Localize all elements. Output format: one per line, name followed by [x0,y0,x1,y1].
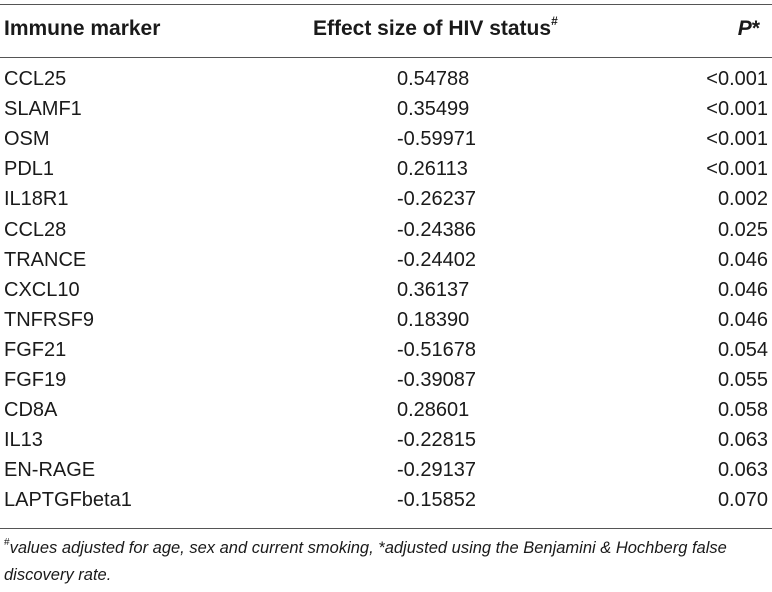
header-effect-size-mark: # [551,14,558,28]
p-value-cell: 0.025 [717,218,768,241]
marker-cell: TRANCE [4,248,87,271]
effect-size-cell: -0.51678 [397,338,476,361]
footnote-mark: # [4,536,10,548]
header-p-label: P [737,17,752,40]
effect-size-cell: 0.26113 [397,158,468,181]
table-row: EN-RAGE -0.29137 0.063 [0,455,772,485]
effect-size-cell: 0.18390 [397,308,470,331]
table-row: FGF19 -0.39087 0.055 [0,365,772,395]
table-row: OSM -0.59971 <0.001 [0,124,772,154]
table-row: LAPTGFbeta1 -0.15852 0.070 [0,485,772,515]
marker-cell: CXCL10 [4,278,80,301]
p-value-cell: 0.058 [717,399,768,422]
header-p-mark: * [751,17,760,40]
bottom-rule [0,528,772,529]
header-effect-size-label: Effect size of HIV status [313,17,552,40]
marker-cell: LAPTGFbeta1 [4,489,132,512]
table-row: IL13 -0.22815 0.063 [0,425,772,455]
effect-size-cell: -0.29137 [397,459,476,482]
effect-size-cell: -0.24386 [397,218,476,241]
p-value-cell: 0.054 [717,338,768,361]
marker-cell: TNFRSF9 [4,308,94,331]
table-row: CXCL10 0.36137 0.046 [0,275,772,305]
header-rule [0,57,772,58]
marker-cell: PDL1 [4,158,55,181]
effect-size-cell: 0.35499 [397,98,470,121]
marker-cell: CCL28 [4,218,67,241]
marker-cell: OSM [4,128,50,151]
effect-size-cell: -0.39087 [397,369,476,391]
marker-cell: IL13 [4,429,43,452]
table-row: CCL25 0.54788 <0.001 [0,64,772,94]
effect-size-cell: 0.54788 [397,68,470,90]
effect-size-cell: -0.15852 [397,489,476,512]
marker-cell: CCL25 [4,68,67,90]
effect-size-cell: -0.59971 [397,128,476,151]
p-value-cell: 0.002 [717,188,768,211]
p-value-cell: 0.070 [717,489,768,512]
table-row: CCL28 -0.24386 0.025 [0,215,772,245]
effect-size-cell: 0.36137 [397,278,470,301]
top-rule [0,4,772,5]
table-row: FGF21 -0.51678 0.054 [0,335,772,365]
marker-cell: SLAMF1 [4,98,82,121]
p-value-cell: 0.055 [717,369,768,391]
table-row: SLAMF1 0.35499 <0.001 [0,94,772,124]
header-effect-size: Effect size of HIV status# [313,14,558,44]
table-row: IL18R1 -0.26237 0.002 [0,184,772,214]
p-value-cell: <0.001 [706,128,768,151]
p-value-cell: 0.063 [717,459,768,482]
p-value-cell: 0.063 [717,429,768,452]
table-row: PDL1 0.26113 <0.001 [0,154,772,184]
marker-cell: FGF21 [4,338,67,361]
effect-size-cell: -0.22815 [397,429,476,452]
p-value-cell: 0.046 [717,308,768,331]
table-row: CD8A 0.28601 0.058 [0,395,772,425]
table-row: TRANCE -0.24402 0.046 [0,245,772,275]
p-value-cell: <0.001 [706,68,768,90]
effect-size-cell: -0.26237 [397,188,476,211]
effect-size-cell: 0.28601 [397,399,470,422]
marker-cell: CD8A [4,399,58,422]
footnote-text: values adjusted for age, sex and current… [4,539,727,584]
header-immune-marker: Immune marker [4,17,161,40]
p-value-cell: 0.046 [717,248,768,271]
table-row: TNFRSF9 0.18390 0.046 [0,305,772,335]
header-p-value: P* [738,14,760,44]
effect-size-cell: -0.24402 [397,248,476,271]
marker-cell: EN-RAGE [4,459,96,482]
p-value-cell: <0.001 [706,98,768,121]
p-value-cell: <0.001 [706,158,768,181]
marker-cell: IL18R1 [4,188,69,211]
table-footnote: #values adjusted for age, sex and curren… [4,535,766,589]
marker-cell: FGF19 [4,369,67,391]
p-value-cell: 0.046 [717,278,768,301]
